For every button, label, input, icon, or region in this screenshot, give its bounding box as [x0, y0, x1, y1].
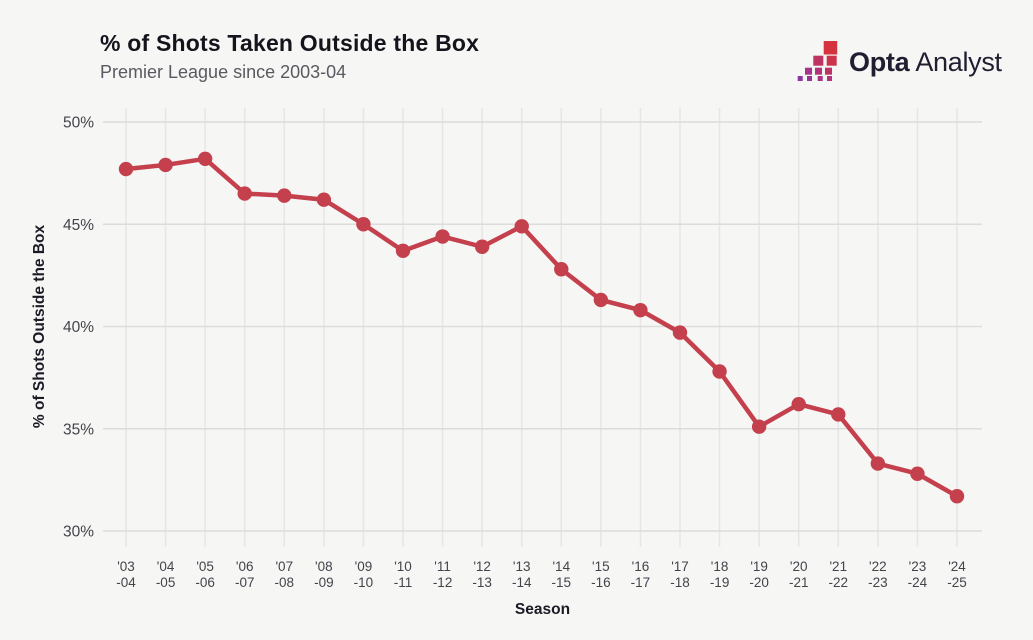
- x-tick-label-bottom: -22: [829, 575, 849, 590]
- x-tick-label-bottom: -14: [512, 575, 532, 590]
- x-tick-label-top: '23: [909, 559, 927, 574]
- data-point: [831, 407, 846, 422]
- x-tick-label-bottom: -24: [908, 575, 928, 590]
- y-tick-label: 30%: [63, 524, 94, 541]
- logo-mark-square: [825, 67, 832, 75]
- y-tick-label: 50%: [63, 115, 94, 132]
- data-point: [751, 419, 767, 434]
- data-point: [633, 302, 648, 318]
- data-point: [712, 364, 727, 379]
- data-point: [910, 466, 925, 481]
- x-tick-label-top: '13: [513, 559, 531, 574]
- x-tick-label-top: '09: [355, 559, 373, 574]
- x-tick-label-top: '04: [157, 559, 175, 574]
- page-subtitle: Premier League since 2003-04: [100, 62, 347, 82]
- x-tick-label-bottom: -07: [235, 575, 255, 590]
- data-point: [277, 188, 292, 203]
- y-tick-label: 45%: [63, 217, 94, 234]
- logo-text-opta: Opta: [849, 46, 910, 77]
- data-point: [791, 397, 806, 412]
- x-tick-label-top: '14: [552, 559, 570, 574]
- x-tick-label-bottom: -04: [116, 575, 136, 590]
- y-tick-label: 40%: [63, 319, 94, 336]
- data-point: [949, 489, 965, 504]
- data-point: [593, 292, 609, 308]
- opta-analyst-logo: Opta Analyst: [797, 40, 1002, 84]
- logo-mark-square: [813, 55, 824, 66]
- x-tick-label-top: '17: [671, 559, 689, 574]
- x-tick-label-bottom: -16: [591, 575, 611, 590]
- logo-mark-square: [815, 67, 822, 75]
- x-tick-label-bottom: -25: [947, 575, 967, 590]
- x-tick-label-top: '08: [315, 559, 333, 574]
- x-tick-label-top: '21: [829, 559, 847, 574]
- logo-text: Opta Analyst: [849, 47, 1002, 78]
- x-tick-label-bottom: -20: [749, 575, 769, 590]
- x-tick-label-bottom: -09: [314, 575, 334, 590]
- logo-mark-square: [817, 76, 823, 81]
- x-tick-label-top: '20: [790, 559, 808, 574]
- data-point: [514, 219, 529, 234]
- x-tick-label-top: '15: [592, 559, 610, 574]
- x-tick-label-top: '16: [632, 559, 650, 574]
- logo-mark-square: [827, 76, 832, 81]
- logo-mark-square: [823, 41, 838, 55]
- data-point: [870, 456, 886, 471]
- x-tick-label-bottom: -06: [195, 575, 215, 590]
- x-tick-label-top: '24: [948, 559, 966, 574]
- x-tick-label-top: '03: [117, 559, 135, 574]
- logo-mark-square: [826, 55, 837, 66]
- x-tick-label-bottom: -08: [275, 575, 295, 590]
- x-tick-label-top: '06: [236, 559, 254, 574]
- logo-text-analyst: Analyst: [915, 46, 1002, 77]
- x-tick-label-top: '07: [275, 559, 293, 574]
- x-tick-label-top: '18: [711, 559, 729, 574]
- x-axis-title: Season: [515, 601, 570, 618]
- x-tick-label-bottom: -23: [868, 575, 888, 590]
- data-point: [237, 186, 252, 201]
- data-point: [474, 239, 490, 254]
- x-tick-label-bottom: -21: [789, 575, 809, 590]
- x-tick-label-bottom: -13: [472, 575, 492, 590]
- data-point: [554, 262, 569, 277]
- logo-mark-square: [807, 76, 812, 81]
- x-tick-label-bottom: -10: [354, 575, 374, 590]
- x-tick-label-top: '10: [394, 559, 412, 574]
- y-axis-title: % of Shots Outside the Box: [31, 225, 48, 429]
- data-point: [395, 243, 411, 259]
- x-tick-label-top: '19: [750, 559, 768, 574]
- x-tick-label-bottom: -05: [156, 575, 176, 590]
- data-point: [316, 192, 332, 207]
- x-tick-label-bottom: -15: [552, 575, 572, 590]
- data-point: [197, 151, 213, 167]
- data-point: [158, 157, 173, 173]
- x-tick-label-top: '22: [869, 559, 887, 574]
- x-tick-label-top: '12: [473, 559, 491, 574]
- logo-mark-square: [797, 76, 803, 81]
- x-tick-label-bottom: -12: [433, 575, 453, 590]
- data-point: [118, 161, 134, 177]
- x-tick-label-top: '05: [196, 559, 214, 574]
- data-point: [356, 217, 371, 232]
- data-point: [435, 229, 450, 244]
- x-tick-label-bottom: -19: [710, 575, 730, 590]
- data-line: [123, 156, 960, 499]
- data-point: [672, 325, 688, 340]
- x-tick-label-bottom: -18: [670, 575, 690, 590]
- x-tick-label-bottom: -11: [394, 575, 413, 590]
- logo-mark-square: [805, 67, 812, 75]
- page-title: % of Shots Taken Outside the Box: [100, 30, 480, 56]
- x-tick-label-top: '11: [434, 559, 451, 574]
- y-tick-label: 35%: [63, 421, 94, 438]
- x-tick-label-bottom: -17: [631, 575, 651, 590]
- opta-logo-mark-icon: [797, 41, 838, 81]
